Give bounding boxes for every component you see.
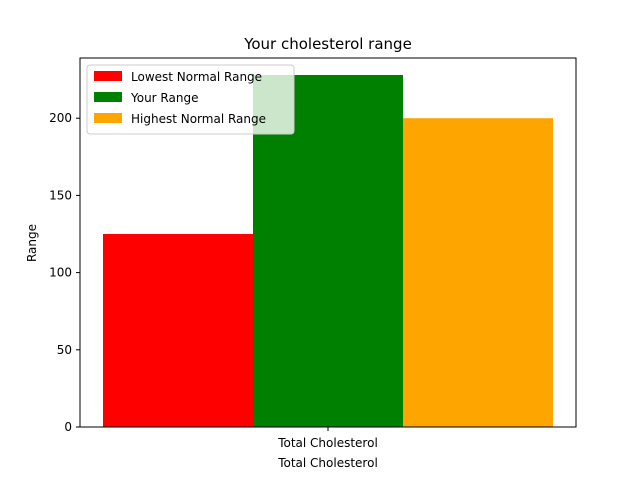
y-tick-label: 150	[49, 188, 72, 202]
bar-highest-normal-range	[403, 118, 553, 428]
x-axis-label: Total Cholesterol	[277, 456, 378, 470]
legend-label: Your Range	[130, 91, 198, 105]
x-tick-label: Total Cholesterol	[277, 436, 378, 450]
legend-label: Lowest Normal Range	[131, 70, 262, 84]
legend-label: Highest Normal Range	[131, 112, 266, 126]
legend-box	[86, 64, 295, 135]
y-tick-label: 50	[57, 343, 72, 357]
chart-title: Your cholesterol range	[243, 35, 412, 53]
y-tick-label: 0	[64, 420, 72, 434]
legend-swatch	[94, 113, 122, 123]
bar-lowest-normal-range	[103, 234, 253, 427]
axes-frame	[79, 57, 577, 428]
y-axis-label: Range	[25, 224, 39, 262]
legend: Lowest Normal Range Your Range Highest Nor…	[86, 64, 295, 135]
y-tick-label: 200	[49, 111, 72, 125]
legend-swatch	[94, 71, 122, 81]
legend-swatch	[94, 92, 122, 102]
y-tick-label: 100	[49, 266, 72, 280]
